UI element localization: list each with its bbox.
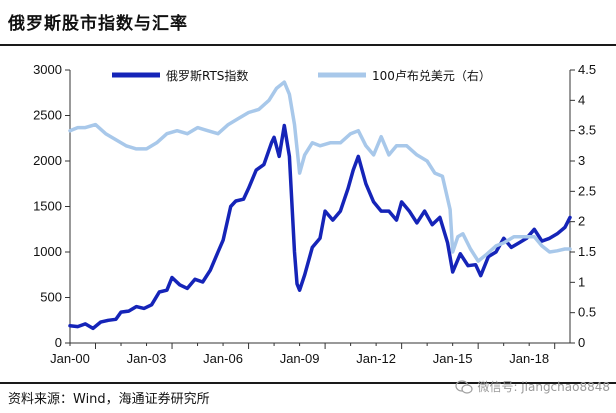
y-right-tick-label: 4.5 (578, 62, 596, 77)
legend-label-rts: 俄罗斯RTS指数 (166, 68, 248, 83)
x-tick-label: Jan-18 (509, 351, 549, 366)
x-tick-label: Jan-12 (356, 351, 396, 366)
x-tick-label: Jan-15 (433, 351, 473, 366)
x-tick-label: Jan-00 (50, 351, 90, 366)
x-tick-label: Jan-06 (203, 351, 243, 366)
y-right-tick-label: 3.5 (578, 123, 596, 138)
y-right-tick-label: 0 (578, 335, 585, 350)
chart-plot: 0 500 1000 1500 2000 2500 3000 0 0.5 1 1.5 2 2.5 3 3.5… (33, 62, 596, 366)
y-right-tick-label: 2.5 (578, 183, 596, 198)
y-left-tick-label: 1000 (33, 244, 62, 259)
y-right-tick-label: 2 (578, 214, 585, 229)
chart-title: 俄罗斯股市指数与汇率 (8, 14, 188, 34)
watermark: 微信号: jiangchao8848 (455, 378, 610, 395)
y-right-tick-label: 4 (578, 92, 585, 107)
y-left-tick-label: 2000 (33, 153, 62, 168)
y-left-tick-label: 500 (40, 290, 62, 305)
watermark-text: 微信号: jiangchao8848 (477, 380, 610, 394)
y-left-tick-label: 1500 (33, 199, 62, 214)
y-right-tick-label: 3 (578, 153, 585, 168)
series-line-rts-index (68, 123, 572, 331)
source-note: 资料来源：Wind，海通证券研究所 (8, 392, 210, 407)
x-tick-label: Jan-09 (280, 351, 320, 366)
y-left-tick-label: 0 (55, 335, 62, 350)
title-rule (0, 44, 616, 46)
x-tick-label: Jan-03 (127, 351, 167, 366)
footer-rule (0, 382, 616, 384)
y-left-tick-label: 2500 (33, 108, 62, 123)
y-left-tick-label: 3000 (33, 62, 62, 77)
legend-label-rub-usd: 100卢布兑美元（右） (372, 68, 491, 83)
wechat-icon (455, 379, 474, 394)
y-right-tick-label: 0.5 (578, 305, 596, 320)
y-right-tick-label: 1.5 (578, 244, 596, 259)
y-right-tick-label: 1 (578, 274, 585, 289)
series-line-rub-usd (68, 80, 572, 263)
